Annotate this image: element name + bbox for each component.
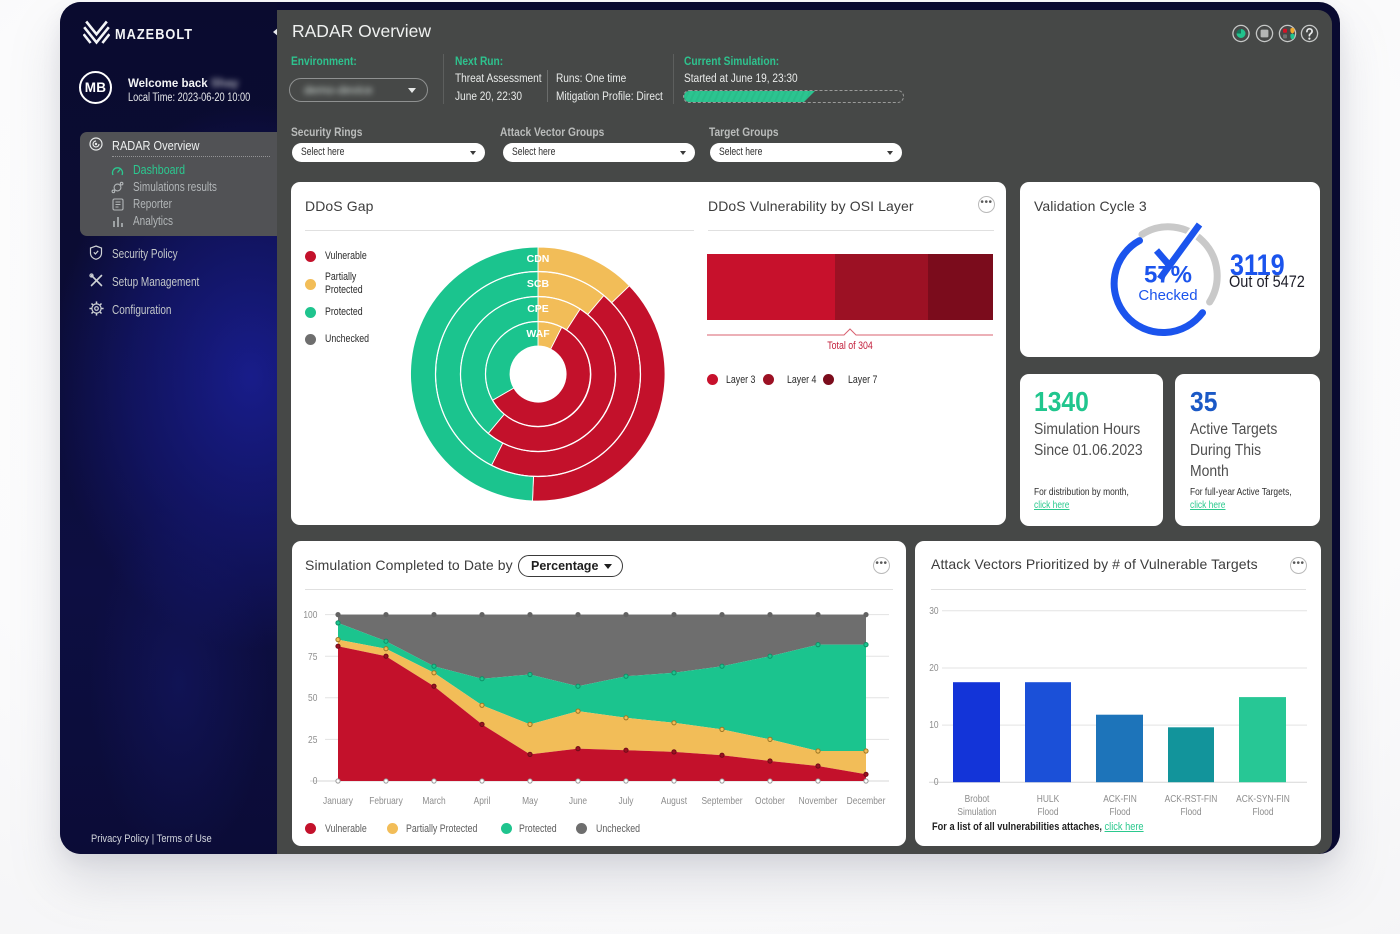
svg-text:57%: 57% [1144, 262, 1192, 289]
svg-text:Checked: Checked [1138, 287, 1197, 304]
